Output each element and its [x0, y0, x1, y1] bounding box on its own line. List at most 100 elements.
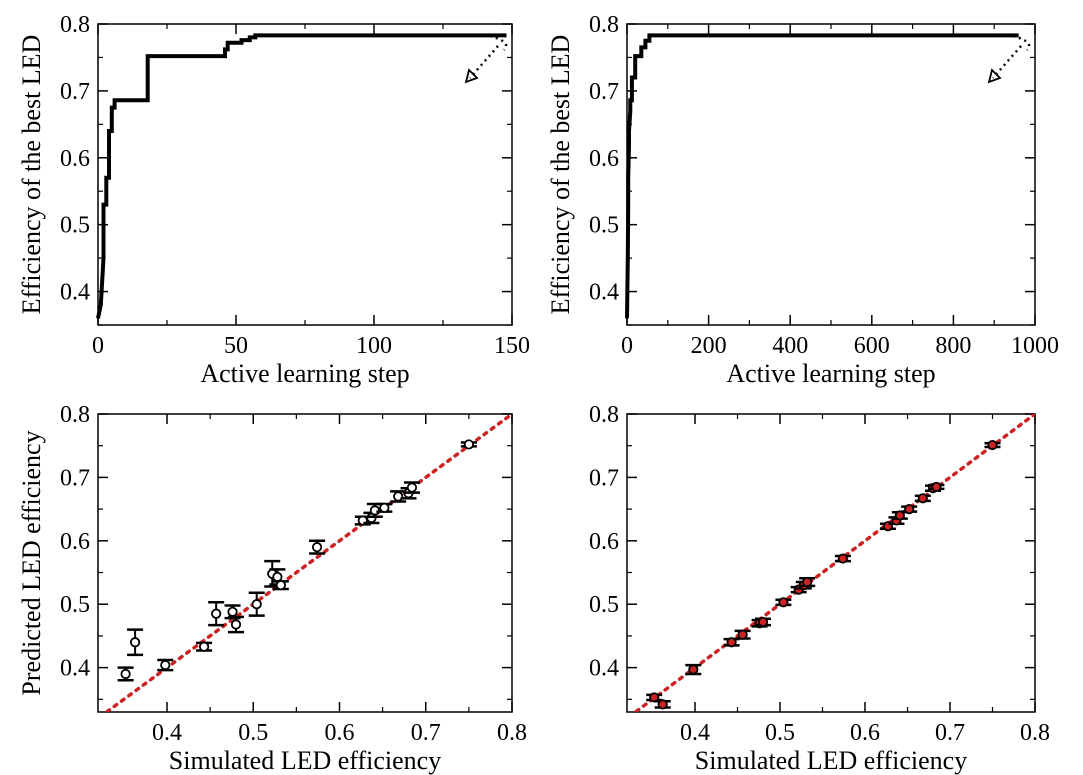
plot-frame — [626, 413, 1036, 713]
data-point-20 — [984, 439, 1001, 451]
annotation-arrow-head — [464, 68, 479, 84]
y-tick-label: 0.6 — [60, 529, 90, 555]
data-point-20 — [460, 439, 477, 450]
point-marker — [657, 699, 668, 710]
data-point-11 — [799, 576, 816, 588]
data-point-17 — [914, 493, 931, 504]
diagonal-line — [103, 414, 512, 712]
data-point-3 — [157, 658, 174, 672]
x-axis-label: Simulated LED efficiency — [695, 746, 967, 775]
y-axis-label: Predicted LED efficiency — [17, 430, 46, 695]
y-tick-label: 0.8 — [589, 402, 619, 428]
y-tick-label: 0.4 — [60, 656, 90, 682]
annotation-arrow-head — [987, 68, 1002, 84]
point-marker — [778, 597, 789, 608]
point-marker — [406, 482, 418, 493]
x-tick-label: 150 — [494, 333, 530, 359]
x-tick-label: 0.7 — [411, 720, 441, 746]
chart-panel-1: 0 50 100 150 0.4 0.5 0.6 0.7 0.8 Active learning … — [17, 12, 530, 388]
point-marker — [379, 502, 390, 513]
point-marker — [837, 553, 849, 564]
x-tick-label: 50 — [224, 333, 248, 359]
x-tick-label: 0.5 — [238, 720, 268, 746]
plot-frame — [97, 23, 513, 326]
point-marker — [272, 571, 283, 583]
x-axis-label: Active learning step — [200, 359, 409, 388]
y-tick-label: 0.8 — [60, 402, 90, 428]
point-marker — [120, 668, 131, 680]
annotation-arc — [489, 34, 508, 51]
data-point-16 — [901, 504, 918, 515]
data-point-6 — [224, 604, 241, 620]
data-point-19 — [403, 481, 420, 494]
y-axis-label: Efficiency of the best LED — [546, 35, 575, 315]
point-marker — [160, 659, 171, 671]
point-marker — [129, 637, 141, 648]
data-point-4 — [723, 637, 740, 648]
y-tick-label: 0.8 — [60, 12, 90, 38]
x-tick-label: 0.4 — [680, 720, 710, 746]
point-marker — [275, 580, 286, 591]
x-tick-label: 800 — [935, 333, 971, 359]
point-marker — [726, 637, 737, 648]
y-tick-label: 0.8 — [589, 12, 619, 38]
y-tick-label: 0.7 — [60, 79, 90, 105]
data-point-17 — [390, 490, 407, 503]
x-tick-label: 0.7 — [935, 720, 965, 746]
x-axis-label: Simulated LED efficiency — [169, 746, 441, 775]
series-line-1 — [625, 33, 1019, 319]
x-tick-label: 0 — [92, 333, 104, 359]
point-marker — [904, 504, 915, 515]
data-point-8 — [775, 597, 792, 608]
chart-panel-2: 0 200 400 600 800 1000 0.4 0.5 0.6 0.7 0.8 Active l… — [546, 12, 1059, 388]
point-marker — [688, 664, 699, 675]
data-point-11 — [272, 580, 289, 591]
y-tick-label: 0.5 — [60, 213, 90, 239]
x-axis-label: Active learning step — [726, 359, 935, 388]
point-marker — [931, 481, 942, 493]
y-tick-label: 0.6 — [589, 529, 619, 555]
point-marker — [894, 510, 905, 521]
point-marker — [987, 439, 998, 451]
data-point-4 — [196, 641, 213, 652]
point-marker — [757, 616, 769, 628]
data-point-16 — [376, 502, 393, 513]
x-tick-label: 0.8 — [497, 720, 527, 746]
y-tick-label: 0.7 — [60, 465, 90, 491]
x-tick-label: 1000 — [1011, 333, 1059, 359]
x-tick-label: 0.4 — [152, 720, 182, 746]
data-point-7 — [228, 615, 244, 634]
point-marker — [393, 491, 404, 502]
data-point-3 — [685, 663, 702, 676]
y-tick-label: 0.4 — [589, 656, 619, 682]
data-point-2 — [127, 628, 144, 657]
point-marker — [737, 629, 748, 640]
point-marker — [311, 542, 323, 553]
point-marker — [227, 606, 238, 617]
diagonal-line — [632, 414, 1035, 712]
point-marker — [917, 493, 928, 504]
point-marker — [198, 641, 210, 652]
point-marker — [649, 692, 660, 703]
data-point-14 — [363, 511, 380, 525]
data-point-8 — [248, 591, 265, 617]
data-point-19 — [928, 481, 945, 493]
data-point-1 — [117, 666, 134, 682]
annotation-arrow-shaft — [469, 45, 499, 79]
x-tick-label: 200 — [691, 333, 727, 359]
x-tick-label: 0.6 — [850, 720, 880, 746]
y-tick-label: 0.6 — [589, 146, 619, 172]
plot-frame — [97, 413, 513, 713]
point-marker — [802, 576, 813, 588]
point-marker — [251, 599, 262, 610]
y-axis-label: Efficiency of the best LED — [17, 35, 46, 315]
y-tick-label: 0.7 — [589, 79, 619, 105]
chart-panel-4: 0.4 0.5 0.6 0.7 0.8 0.4 0.5 0.6 0.7 0.8 Simulated … — [589, 402, 1050, 775]
y-tick-label: 0.5 — [589, 592, 619, 618]
y-tick-label: 0.4 — [589, 280, 619, 306]
annotation-arc — [1012, 34, 1031, 51]
y-tick-label: 0.4 — [60, 280, 90, 306]
data-point-7 — [755, 616, 771, 628]
data-point-12 — [834, 553, 851, 564]
